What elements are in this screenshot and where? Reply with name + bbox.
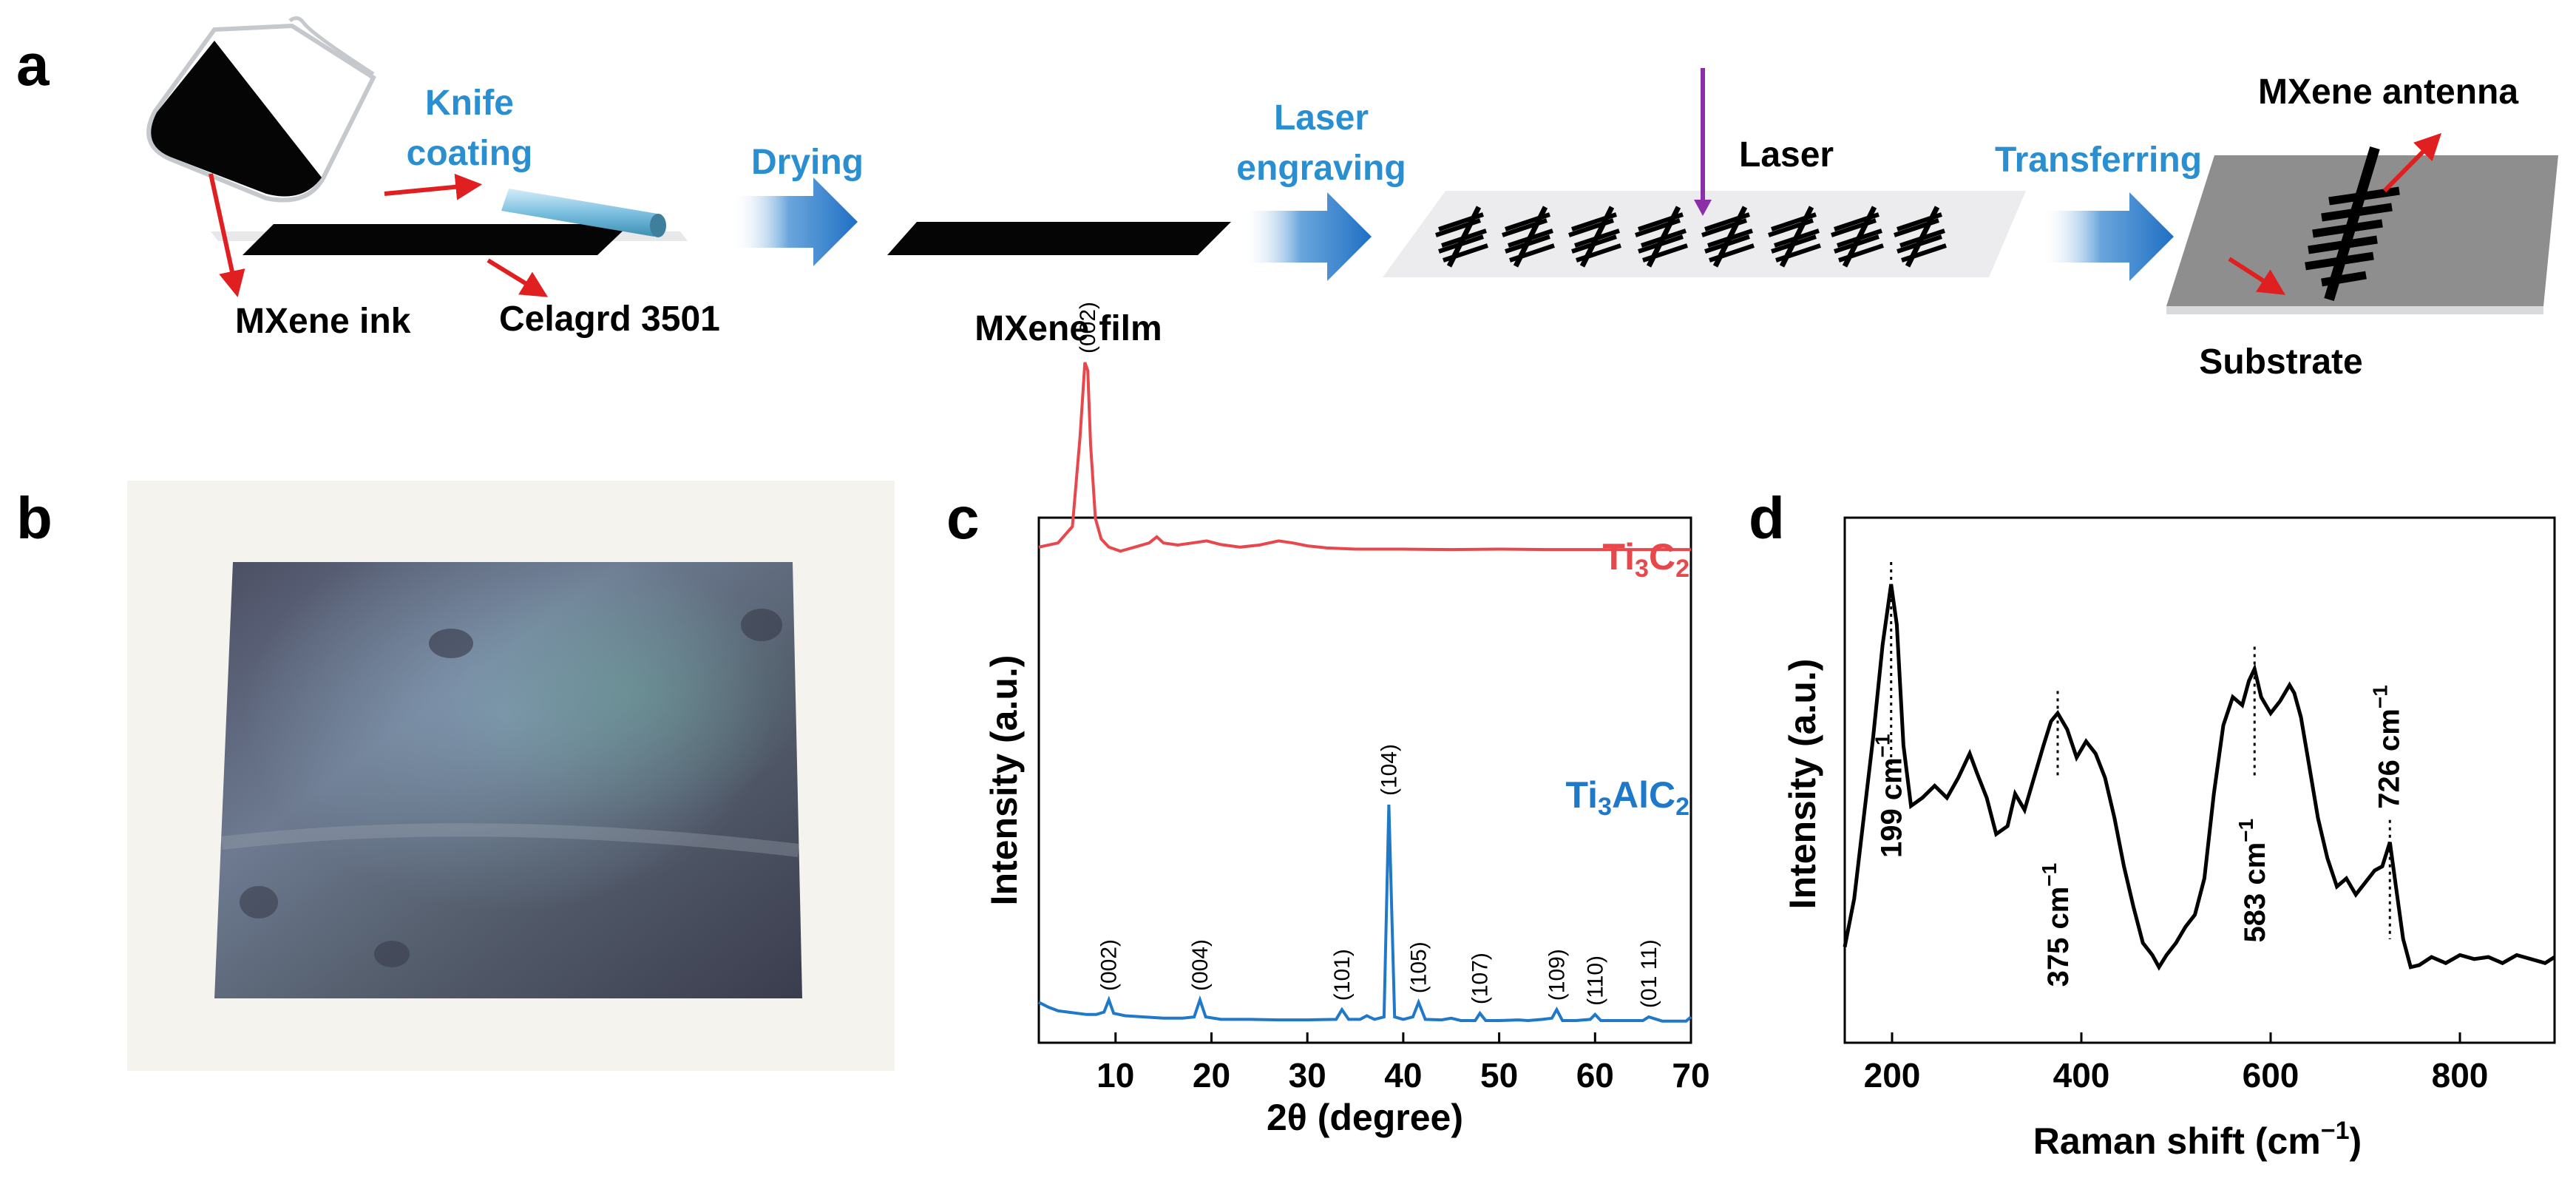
- xrd-tick-label: 70: [1672, 1056, 1709, 1095]
- raman-peak-label: 726 cm−1: [2368, 685, 2405, 809]
- xrd-peak-label: (109): [1545, 949, 1569, 1001]
- xrd-tick-label: 50: [1480, 1056, 1518, 1095]
- xrd-peak-label: (107): [1468, 953, 1493, 1004]
- xrd-peak-label: (002): [1097, 939, 1122, 991]
- xrd-tick-label: 60: [1576, 1056, 1614, 1095]
- xrd-peak-label: (104): [1377, 744, 1401, 796]
- mxene-antenna: [2305, 146, 2400, 302]
- xrd-tick-label: 40: [1384, 1056, 1422, 1095]
- raman-tick-label: 200: [1864, 1056, 1921, 1095]
- raman-peak-label: 199 cm−1: [1871, 734, 1908, 858]
- xrd-tick-label: 10: [1097, 1056, 1134, 1095]
- drying-label: Drying: [751, 143, 864, 182]
- xrd-peak-label: (004): [1188, 939, 1213, 991]
- substrate-top: [2166, 155, 2558, 306]
- laser-beam-tip: [1694, 200, 1712, 216]
- xrd-series-ti3c2-line: [1038, 362, 1691, 553]
- xrd-x-ticks: 10 20 30 40 50 60 70: [1097, 1032, 1710, 1095]
- mxene-film: [887, 222, 1231, 255]
- xrd-peak-label: (101): [1330, 949, 1355, 1001]
- knife-pointer: [384, 173, 483, 200]
- laser-engraving-step-arrow: [1242, 192, 1372, 281]
- raman-spectrum-line: [1843, 583, 2556, 971]
- laser-engraving-label-line2: engraving: [1236, 149, 1406, 188]
- celgard-pointer: [487, 258, 549, 297]
- panel-b: b: [16, 481, 895, 1071]
- raman-x-axis-title: Raman shift (cm−1): [2033, 1117, 2362, 1162]
- xrd-peak-label: (002): [1076, 302, 1100, 353]
- panel-b-letter: b: [16, 485, 52, 551]
- xrd-series-ti3alc2-line: [1038, 804, 1692, 1023]
- substrate-pointer: [2228, 257, 2286, 295]
- substrate-edge: [2166, 306, 2543, 314]
- raman-peak-labels: 199 cm−1 375 cm−1 583 cm−1 726 cm−1: [1871, 562, 2405, 987]
- panel-d-letter: d: [1749, 485, 1785, 551]
- raman-y-axis-title: Intensity (a.u.): [1782, 659, 1823, 910]
- laser-engraving-label-line1: Laser: [1274, 98, 1369, 138]
- xrd-peak-label: (105): [1407, 941, 1431, 993]
- antenna-label: MXene antenna: [2258, 72, 2518, 112]
- beaker-illustration: [146, 16, 376, 203]
- mxene-film-label: MXene film: [975, 309, 1162, 348]
- legend-ti3c2: Ti3C2: [1603, 536, 1689, 583]
- raman-plot-frame: [1843, 516, 2556, 1044]
- raman-tick-label: 600: [2243, 1056, 2299, 1095]
- panel-a: a MXene ink Celagrd 3501 Knife coating D…: [16, 16, 2558, 382]
- mxene-film-photo: [214, 562, 802, 998]
- raman-tick-label: 800: [2432, 1056, 2489, 1095]
- xrd-tick-label: 30: [1289, 1056, 1326, 1095]
- celgard-membrane: [243, 224, 630, 255]
- panel-c: c 10 20 30 40 50 60 70 (002) (002) (004) (101) (10…: [946, 302, 1710, 1138]
- xrd-x-axis-title: 2θ (degree): [1267, 1097, 1463, 1138]
- drying-step-arrow: [732, 177, 858, 266]
- panel-c-letter: c: [946, 485, 980, 551]
- celgard-label: Celagrd 3501: [499, 300, 720, 339]
- mxene-ink-label: MXene ink: [235, 302, 411, 341]
- raman-peak-label: 375 cm−1: [2038, 863, 2075, 987]
- knife-coating-label-line2: coating: [407, 134, 533, 173]
- transferring-label: Transferring: [1995, 141, 2202, 180]
- laser-label: Laser: [1739, 135, 1834, 175]
- xrd-plot-frame: [1037, 516, 1692, 1044]
- raman-peak-label: 583 cm−1: [2234, 819, 2271, 943]
- legend-ti3alc2: Ti3AlC2: [1566, 774, 1689, 821]
- substrate-label: Substrate: [2199, 342, 2362, 382]
- transferring-step-arrow: [2041, 192, 2174, 281]
- xrd-peak-label: (110): [1583, 955, 1607, 1006]
- mxene-ink-pointer: [209, 173, 245, 298]
- knife-rod: [501, 189, 666, 237]
- panel-d: d 200 400 600 800 199 cm−1 375 cm−1 583 cm−1 7…: [1749, 485, 2556, 1162]
- raman-x-ticks: 200 400 600 800: [1864, 1032, 2489, 1095]
- knife-coating-label-line1: Knife: [425, 84, 514, 123]
- panel-a-letter: a: [16, 32, 50, 98]
- xrd-peak-labels: (002) (002) (004) (101) (104) (105) (107) (109)…: [1076, 302, 1661, 1008]
- xrd-tick-label: 20: [1193, 1056, 1230, 1095]
- xrd-peak-label: (01 11): [1637, 939, 1661, 1008]
- xrd-y-axis-title: Intensity (a.u.): [983, 655, 1025, 906]
- raman-tick-label: 400: [2053, 1056, 2110, 1095]
- antenna-pointer: [2382, 132, 2442, 193]
